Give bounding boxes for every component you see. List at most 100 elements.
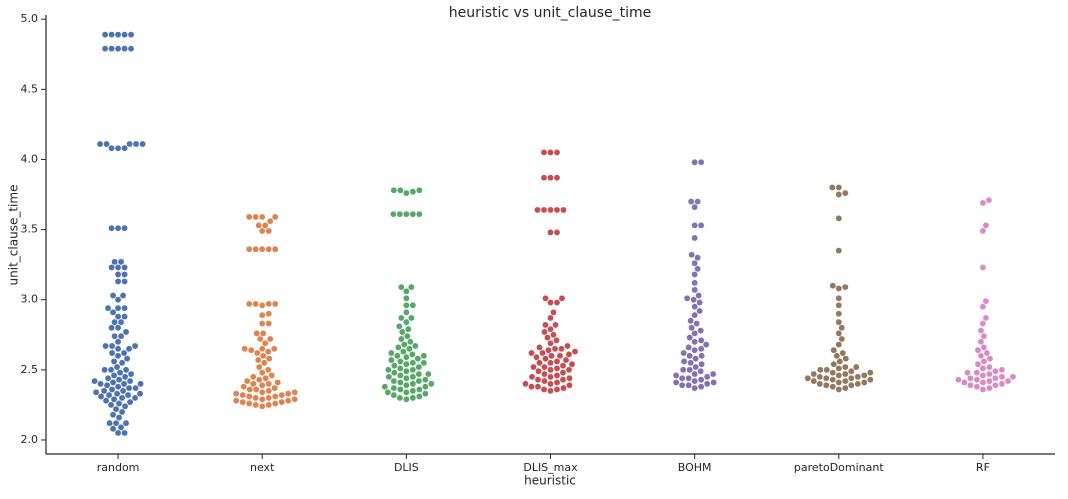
swarm-point xyxy=(118,359,126,367)
swarm-point xyxy=(401,341,408,348)
swarm-point xyxy=(680,349,687,357)
swarm-point xyxy=(108,324,115,332)
swarm-point xyxy=(678,381,686,389)
swarm-point xyxy=(92,388,100,396)
swarm-point xyxy=(566,381,573,389)
swarm-point xyxy=(693,320,700,327)
swarm-point xyxy=(245,400,253,407)
swarm-point xyxy=(258,311,266,319)
swarm-point xyxy=(114,45,122,52)
swarm-point xyxy=(691,330,698,337)
swarm-point xyxy=(385,366,392,374)
swarm-point xyxy=(534,376,542,383)
swarm-point xyxy=(691,158,698,166)
swarm-point xyxy=(400,348,407,355)
swarm-point xyxy=(829,376,837,383)
swarm-point xyxy=(841,370,849,378)
swarm-point xyxy=(108,45,115,52)
swarm-point xyxy=(258,388,266,396)
swarm-point xyxy=(390,377,398,385)
y-tick-label: 3.5 xyxy=(21,223,39,236)
swarm-point xyxy=(691,377,698,385)
swarm-point xyxy=(695,292,702,299)
swarm-point xyxy=(977,352,985,360)
swarm-point xyxy=(124,391,132,399)
swarm-point xyxy=(271,393,279,400)
swarm-point xyxy=(270,345,278,353)
swarm-point xyxy=(403,189,410,197)
swarm-point xyxy=(107,366,115,374)
swarm-point xyxy=(551,345,559,353)
swarm-point xyxy=(255,363,263,371)
swarm-point xyxy=(390,187,398,194)
swarm-point xyxy=(697,327,704,334)
swarm-point xyxy=(528,373,536,381)
swarm-point xyxy=(266,335,274,343)
swarm-point xyxy=(409,188,417,196)
swarm-point xyxy=(258,369,266,376)
swarm-point xyxy=(547,299,554,306)
swarm-point xyxy=(258,345,266,353)
swarm-point xyxy=(107,401,115,409)
swarm-point xyxy=(91,377,98,385)
swarm-point xyxy=(245,393,253,400)
swarm-point xyxy=(866,376,874,383)
swarm-point xyxy=(109,379,117,386)
swarm-point xyxy=(409,380,417,388)
swarm-point xyxy=(835,341,843,348)
swarm-point xyxy=(553,174,561,181)
swarm-point xyxy=(407,338,414,346)
swarm-point xyxy=(998,373,1006,381)
swarm-point xyxy=(127,370,135,378)
swarm-point xyxy=(556,352,564,360)
swarm-point xyxy=(979,372,987,379)
swarm-point xyxy=(102,397,110,405)
swarm-point xyxy=(860,372,868,379)
swarm-point xyxy=(547,366,554,374)
swarm-point xyxy=(980,358,988,365)
swarm-point xyxy=(391,369,398,376)
swarm-point xyxy=(232,390,240,397)
swarm-point xyxy=(239,398,247,406)
swarm-point xyxy=(522,380,529,388)
swarm-point xyxy=(102,342,109,350)
swarm-point xyxy=(403,381,410,389)
swarm-point xyxy=(249,380,257,388)
swarm-point xyxy=(126,398,134,406)
swarm-point xyxy=(114,296,122,304)
swarm-point xyxy=(571,348,579,355)
swarm-point xyxy=(697,158,705,166)
swarm-point xyxy=(111,258,118,266)
swarm-point xyxy=(841,377,849,385)
swarm-point xyxy=(852,363,860,371)
swarm-point xyxy=(396,394,404,402)
swarm-point xyxy=(114,345,122,353)
swarm-point xyxy=(284,397,292,405)
swarm-point xyxy=(258,213,266,221)
swarm-point xyxy=(542,321,549,329)
swarm-point xyxy=(974,360,982,368)
swarm-point xyxy=(120,380,128,388)
swarm-point xyxy=(408,314,415,322)
swarm-point xyxy=(121,271,128,278)
swarm-point xyxy=(836,358,844,365)
swarm-point xyxy=(271,300,279,308)
swarm-point xyxy=(541,377,548,385)
swarm-point xyxy=(553,358,561,365)
swarm-point xyxy=(114,304,122,312)
swarm-point xyxy=(558,345,565,353)
swarm-point xyxy=(547,149,554,156)
swarm-point xyxy=(679,366,687,374)
swarm-point xyxy=(121,45,128,52)
swarm-point xyxy=(246,386,254,393)
swarm-point xyxy=(964,369,971,376)
swarm-point xyxy=(558,295,566,302)
swarm-point xyxy=(385,373,393,381)
swarm-point xyxy=(835,247,843,254)
swarm-point xyxy=(979,386,987,393)
swarm-point xyxy=(835,330,843,337)
swarm-point xyxy=(403,318,410,326)
swarm-point xyxy=(547,387,554,395)
swarm-point xyxy=(114,144,122,152)
swarm-point xyxy=(265,401,273,409)
